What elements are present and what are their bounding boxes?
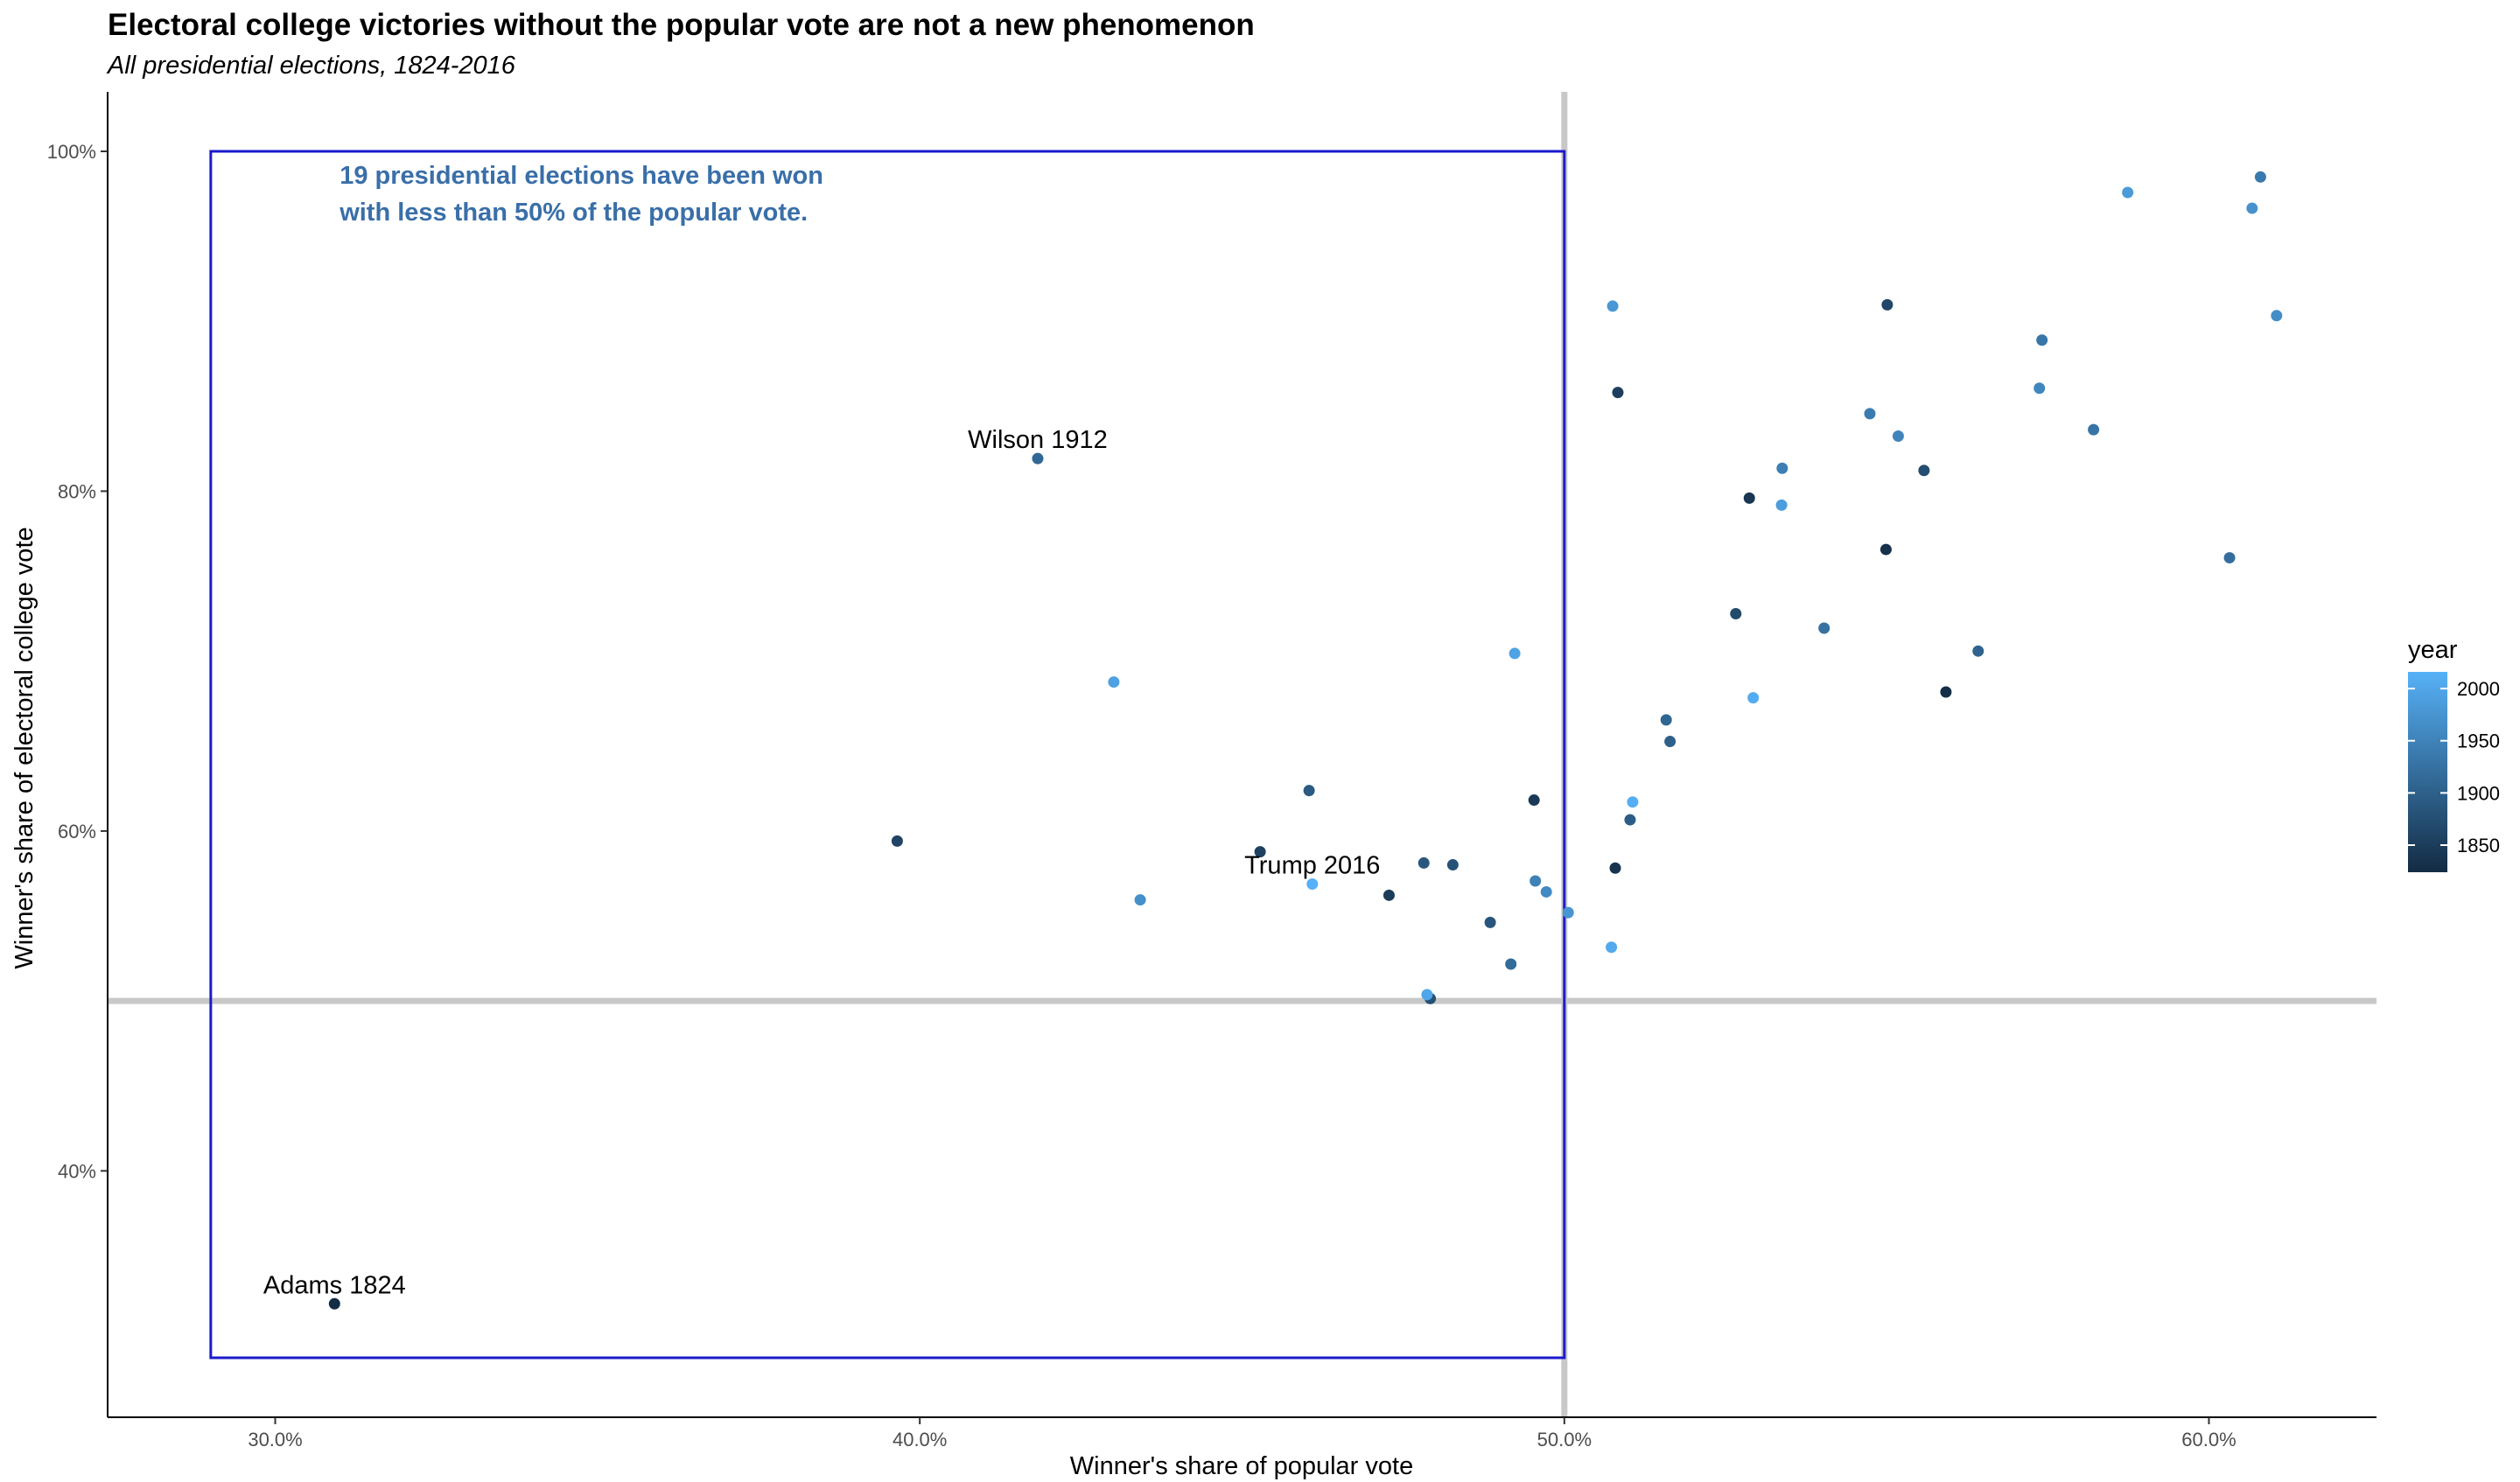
data-point: [1528, 794, 1540, 807]
legend-tick-label: 1900: [2457, 782, 2500, 804]
y-tick-label: 40%: [58, 1160, 96, 1182]
chart-subtitle: All presidential elections, 1824-2016: [106, 52, 516, 80]
x-axis-ticks: 30.0% 40.0% 50.0% 60.0%: [248, 1417, 2236, 1451]
data-point: [1508, 647, 1521, 660]
data-point: [1940, 686, 1952, 698]
data-point: [1776, 462, 1788, 474]
data-point: [1775, 499, 1788, 511]
highlight-box: [209, 150, 1566, 1360]
annotation-line: 19 presidential elections have been won: [340, 162, 823, 190]
data-point: [1254, 846, 1266, 858]
point-label: Adams 1824: [263, 1271, 406, 1299]
chart-title: Electoral college victories without the …: [108, 8, 1255, 42]
data-point: [1418, 856, 1430, 869]
y-tick-label: 100%: [47, 141, 96, 163]
y-tick-label: 60%: [58, 821, 96, 842]
data-points: [328, 171, 2283, 1310]
legend-color-bar: [2408, 672, 2447, 872]
data-point: [1134, 894, 1146, 906]
data-point: [2034, 382, 2046, 395]
axes: [107, 92, 2376, 1418]
data-point: [1609, 862, 1621, 874]
data-point: [1612, 387, 1624, 399]
data-point: [2271, 310, 2283, 322]
data-point: [1743, 492, 1755, 504]
data-point: [1606, 941, 1618, 954]
legend-tick-label: 2000: [2457, 678, 2500, 700]
data-point: [2254, 171, 2266, 183]
data-point: [1892, 430, 1904, 443]
point-label: Wilson 1912: [968, 426, 1108, 454]
data-point: [891, 835, 903, 847]
data-point: [2088, 423, 2100, 436]
annotation-note: 19 presidential elections have been won w…: [339, 162, 823, 227]
y-tick-label: 80%: [58, 480, 96, 502]
x-tick-label: 40.0%: [892, 1429, 947, 1451]
data-point: [1624, 814, 1636, 826]
data-point: [1880, 543, 1892, 556]
x-axis-label: Winner's share of popular vote: [1070, 1452, 1413, 1480]
data-point: [2246, 202, 2258, 214]
legend-title: year: [2408, 636, 2458, 664]
data-point: [1730, 607, 1742, 619]
x-tick-label: 30.0%: [248, 1429, 302, 1451]
reference-lines: [108, 92, 2376, 1417]
point-label: Trump 2016: [1244, 852, 1380, 880]
data-point: [1660, 714, 1672, 726]
x-tick-label: 60.0%: [2181, 1429, 2236, 1451]
data-point: [1918, 465, 1930, 477]
data-point: [1747, 692, 1760, 704]
data-point: [1818, 622, 1830, 634]
data-point: [1530, 875, 1542, 887]
data-point: [2122, 186, 2134, 199]
data-point: [1562, 906, 1574, 919]
y-axis-label: Winner's share of electoral college vote: [10, 527, 38, 968]
data-point: [2223, 552, 2236, 564]
data-point: [1505, 958, 1517, 970]
data-point: [1382, 889, 1395, 901]
data-point: [1306, 878, 1319, 891]
data-point: [1032, 452, 1044, 465]
highlight-box-layer: [209, 150, 1566, 1360]
y-axis-ticks: 40% 60% 80% 100%: [47, 141, 108, 1182]
annotation-line: with less than 50% of the popular vote.: [339, 199, 808, 227]
data-point: [1881, 298, 1894, 311]
data-point: [1446, 859, 1459, 871]
data-point: [1303, 785, 1315, 797]
data-point: [1540, 885, 1552, 898]
data-point: [1606, 300, 1619, 312]
data-point: [1864, 408, 1876, 420]
data-point: [1421, 989, 1433, 1001]
color-legend: year 1850 1900 1950 2000: [2408, 636, 2500, 872]
data-point: [328, 1297, 340, 1310]
data-point: [1108, 676, 1120, 689]
legend-tick-label: 1850: [2457, 835, 2500, 856]
data-point: [1627, 796, 1639, 808]
point-labels: Wilson 1912 Trump 2016 Adams 1824: [263, 426, 1381, 1299]
data-point: [1484, 916, 1496, 928]
data-point: [2036, 334, 2048, 346]
x-tick-label: 50.0%: [1537, 1429, 1592, 1451]
data-point: [1664, 736, 1676, 748]
data-point: [1972, 645, 1984, 657]
legend-tick-label: 1950: [2457, 731, 2500, 752]
